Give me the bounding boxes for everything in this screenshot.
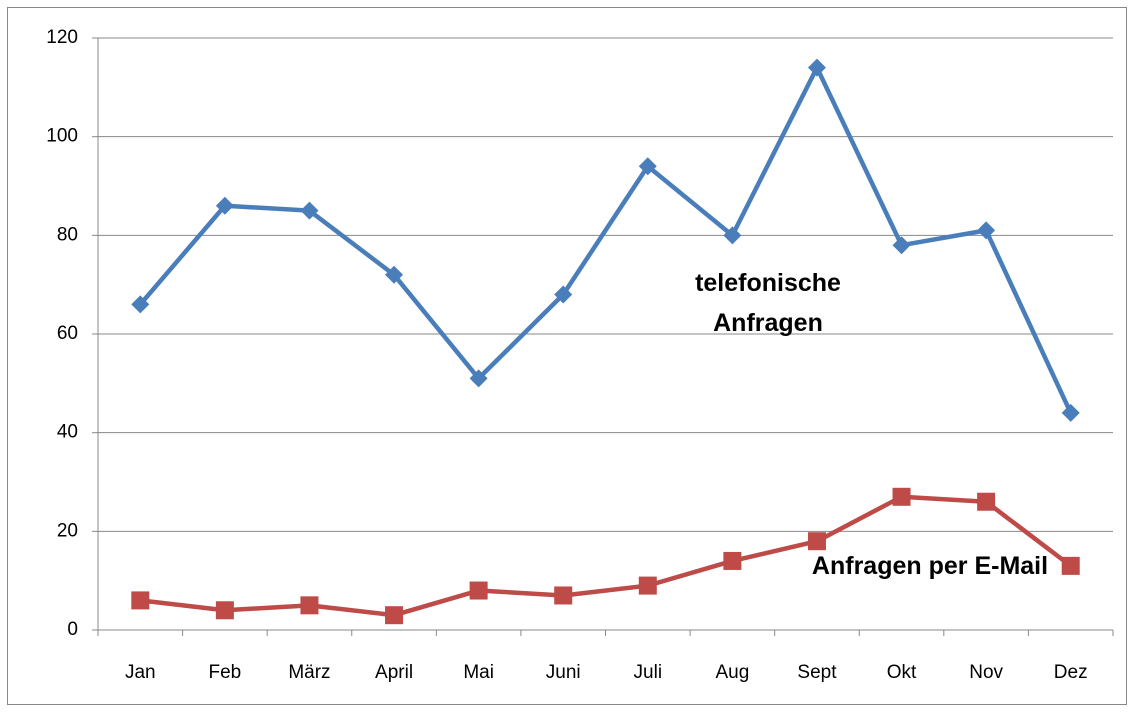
y-tick-label: 40 [57,422,78,443]
marker [131,295,150,314]
marker [385,265,404,284]
x-tick-label: März [288,662,330,683]
marker [215,196,234,215]
marker [469,581,488,600]
y-tick-label: 20 [57,520,78,541]
x-tick-label: Sept [797,662,837,683]
x-tick-label: Feb [209,662,242,683]
marker [215,601,234,620]
x-tick-label: April [375,662,413,683]
series-label: Anfragen per E-Mail [811,552,1049,580]
marker [300,201,319,220]
x-tick-label: Mai [463,662,494,683]
y-tick-label: 100 [46,126,78,147]
x-tick-label: Dez [1054,662,1088,683]
y-tick-label: 120 [46,27,78,48]
marker [131,591,150,610]
series-line [138,65,1073,414]
marker [385,606,404,625]
x-tick-label: Aug [715,662,749,683]
marker [723,551,742,570]
y-tick-label: 0 [67,619,78,640]
marker [300,596,319,615]
marker [977,221,996,240]
marker [807,58,826,77]
series-label: telefonische Anfragen [695,269,841,337]
marker [892,236,911,255]
series-line [140,494,1073,618]
marker [1061,556,1080,575]
marker [469,369,488,388]
marker [1061,403,1080,422]
x-tick-label: Juni [546,662,581,683]
marker [638,576,657,595]
marker [638,157,657,176]
x-tick-label: Juli [634,662,663,683]
y-tick-label: 60 [57,323,78,344]
marker [723,226,742,245]
marker [977,492,996,511]
x-tick-label: Nov [969,662,1003,683]
marker [554,285,573,304]
marker [554,586,573,605]
x-tick-label: Jan [125,662,156,683]
marker [807,532,826,551]
y-tick-label: 80 [57,224,78,245]
x-tick-label: Okt [887,662,917,683]
marker [892,487,911,506]
